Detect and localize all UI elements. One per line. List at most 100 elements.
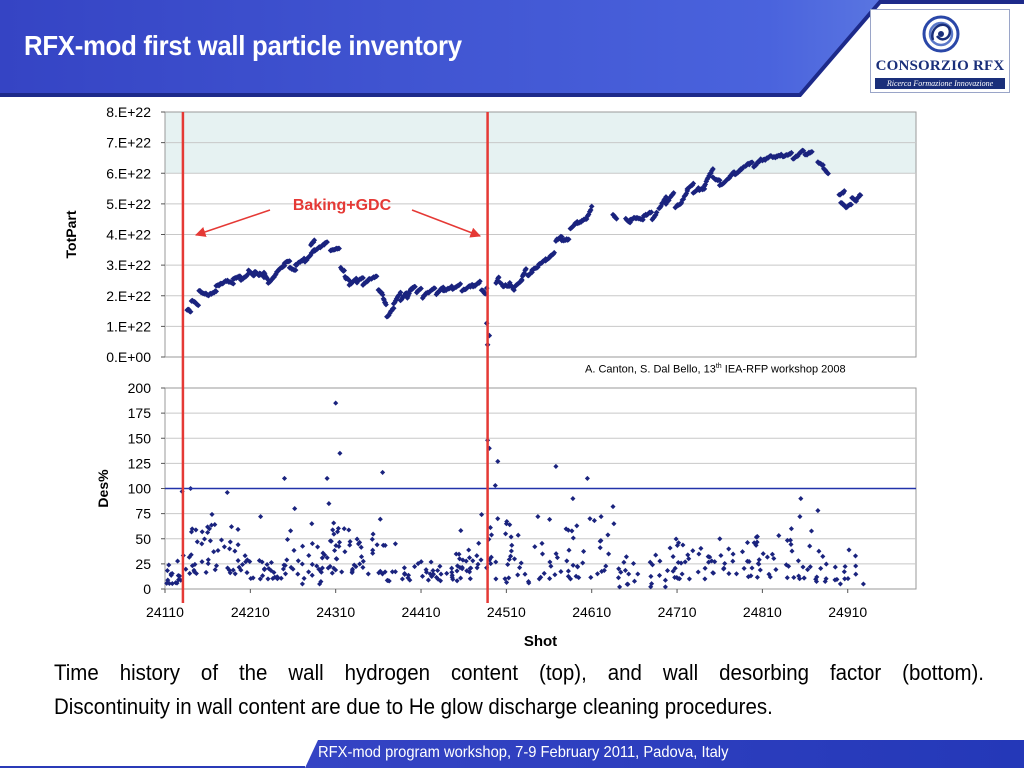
data-point	[754, 574, 760, 580]
data-point	[309, 561, 315, 567]
y-tick-label: 0	[143, 581, 151, 597]
data-point	[733, 571, 740, 577]
data-point	[325, 565, 331, 571]
y-axis-label: TotPart	[63, 210, 79, 258]
data-point	[474, 565, 480, 571]
data-point	[370, 531, 376, 537]
data-point	[284, 557, 290, 563]
data-point	[631, 578, 638, 584]
data-point	[392, 569, 398, 575]
data-point	[209, 511, 215, 517]
y-tick-label: 175	[128, 405, 152, 421]
data-point	[164, 568, 170, 574]
data-point	[647, 559, 653, 565]
data-point	[710, 166, 716, 172]
data-point	[807, 543, 813, 549]
data-point	[741, 565, 747, 571]
data-point	[852, 553, 859, 559]
data-point	[581, 548, 587, 554]
data-point	[332, 547, 338, 554]
data-point	[458, 575, 464, 581]
x-tick-label: 24510	[487, 604, 526, 620]
data-point	[853, 571, 859, 577]
data-point	[341, 526, 347, 532]
data-point	[428, 559, 434, 565]
data-point	[857, 192, 864, 199]
data-point	[690, 180, 697, 187]
data-point	[566, 547, 572, 553]
data-point	[515, 532, 521, 538]
y-tick-label: 1.E+22	[106, 318, 151, 334]
data-point	[701, 186, 708, 192]
bottom-chart-des: 0 25 50 75 100 125 150 175 200 24110 24210 24310 244…	[95, 380, 917, 650]
data-point	[215, 547, 221, 554]
logo-name: CONSORZIO RFX	[875, 58, 1005, 74]
data-point	[767, 574, 773, 580]
data-point	[401, 565, 407, 571]
data-point	[574, 563, 580, 569]
data-point	[470, 558, 476, 564]
data-point	[564, 558, 570, 564]
y-tick-label: 150	[128, 430, 152, 446]
citation: A. Canton, S. Dal Bello, 13th IEA-RFP wo…	[585, 363, 846, 376]
data-point	[613, 215, 620, 222]
data-point	[587, 516, 593, 522]
data-point	[503, 531, 509, 537]
data-point	[365, 571, 371, 577]
data-point	[690, 548, 696, 554]
data-point	[702, 576, 708, 582]
data-point	[797, 576, 803, 582]
data-point	[511, 556, 518, 562]
data-point	[288, 528, 294, 534]
data-point	[195, 302, 202, 309]
data-point	[390, 305, 397, 312]
data-point	[816, 548, 822, 554]
data-point	[358, 554, 365, 560]
baking-gdc-annotation: Baking+GDC	[293, 197, 392, 214]
data-point	[509, 542, 515, 548]
data-point	[454, 563, 461, 569]
data-point	[795, 558, 801, 564]
data-point	[837, 581, 843, 587]
data-point	[459, 566, 465, 572]
data-point	[261, 567, 267, 573]
data-point	[324, 555, 330, 561]
data-point	[392, 541, 398, 547]
data-point	[616, 566, 622, 572]
data-point	[710, 570, 717, 576]
data-point	[360, 558, 366, 564]
data-point	[224, 489, 230, 496]
x-tick-label: 24710	[658, 604, 697, 620]
annotation-arrow-right	[411, 209, 481, 238]
data-point	[841, 188, 848, 194]
data-point	[570, 562, 576, 568]
data-point	[523, 266, 529, 272]
data-point	[476, 540, 482, 546]
data-point	[605, 532, 611, 538]
caption-line-2: Discontinuity in wall content are due to…	[54, 694, 773, 719]
overlay-markers: Baking+GDC	[181, 112, 489, 603]
data-point	[670, 190, 677, 196]
data-point	[339, 569, 345, 575]
data-point	[433, 574, 440, 580]
data-point	[360, 564, 366, 570]
data-point	[399, 576, 405, 582]
data-point	[547, 576, 553, 582]
data-point	[329, 570, 335, 576]
data-point	[258, 514, 264, 520]
data-point	[309, 541, 315, 547]
data-point	[653, 552, 659, 558]
data-point	[597, 545, 603, 551]
data-point	[292, 506, 298, 512]
data-point	[842, 563, 848, 570]
data-point	[306, 552, 312, 559]
data-point	[517, 565, 523, 571]
data-point	[769, 551, 775, 557]
y-tick-label: 6.E+22	[106, 165, 151, 181]
data-point	[791, 574, 797, 581]
x-tick-label: 24210	[231, 604, 270, 620]
data-point	[227, 546, 233, 552]
data-point	[335, 525, 341, 531]
data-point	[355, 541, 362, 547]
data-point	[295, 571, 301, 577]
